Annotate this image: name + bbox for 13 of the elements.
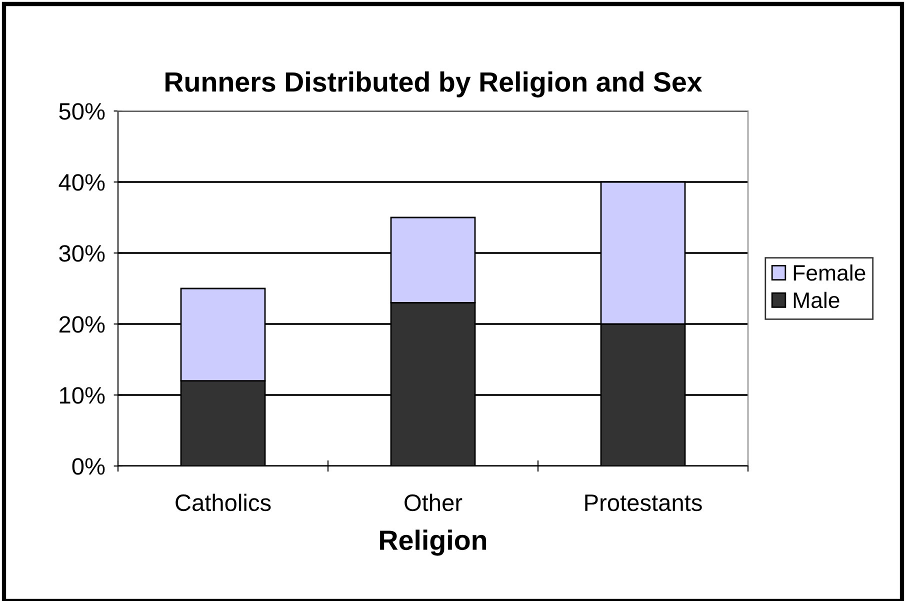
- x-axis-title: Religion: [380, 530, 486, 556]
- x-tick-label: Other: [404, 494, 462, 512]
- legend-label: Male: [794, 292, 840, 308]
- y-tick-label: 0%: [72, 458, 105, 475]
- x-tick-label: Protestants: [585, 494, 702, 512]
- y-tick-label: 10%: [60, 387, 105, 404]
- x-tick-label: Catholics: [176, 494, 271, 512]
- y-tick-label: 50%: [59, 103, 105, 120]
- legend-label: Female: [794, 264, 866, 281]
- y-tick-label: 20%: [59, 316, 105, 333]
- y-tick-label: 40%: [58, 174, 105, 191]
- y-tick-label: 30%: [59, 245, 105, 262]
- chart-title: Runners Distributed by Religion and Sex: [166, 71, 702, 98]
